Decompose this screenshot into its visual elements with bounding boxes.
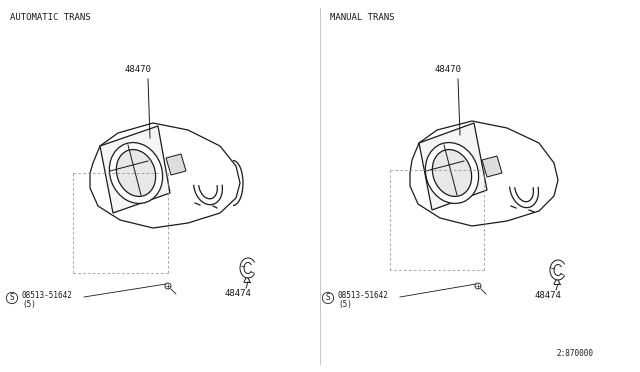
Ellipse shape — [116, 150, 156, 196]
Polygon shape — [90, 123, 240, 228]
Polygon shape — [419, 123, 487, 210]
Text: 2:870000: 2:870000 — [556, 349, 593, 358]
Text: (5): (5) — [22, 301, 36, 310]
Text: 48470: 48470 — [125, 65, 152, 74]
Text: 48474: 48474 — [225, 289, 252, 298]
Text: 08513-51642: 08513-51642 — [22, 291, 73, 299]
Text: (5): (5) — [338, 301, 352, 310]
Text: S: S — [326, 294, 330, 302]
Polygon shape — [100, 126, 170, 213]
Polygon shape — [410, 121, 558, 226]
Text: 48470: 48470 — [435, 65, 461, 74]
Ellipse shape — [426, 142, 479, 203]
Text: MANUAL TRANS: MANUAL TRANS — [330, 13, 394, 22]
Ellipse shape — [109, 142, 163, 203]
Ellipse shape — [433, 150, 472, 196]
Text: S: S — [10, 294, 14, 302]
Polygon shape — [166, 154, 186, 175]
Text: 48474: 48474 — [534, 291, 561, 300]
Polygon shape — [482, 156, 502, 177]
Text: AUTOMATIC TRANS: AUTOMATIC TRANS — [10, 13, 91, 22]
Text: 08513-51642: 08513-51642 — [338, 291, 389, 299]
